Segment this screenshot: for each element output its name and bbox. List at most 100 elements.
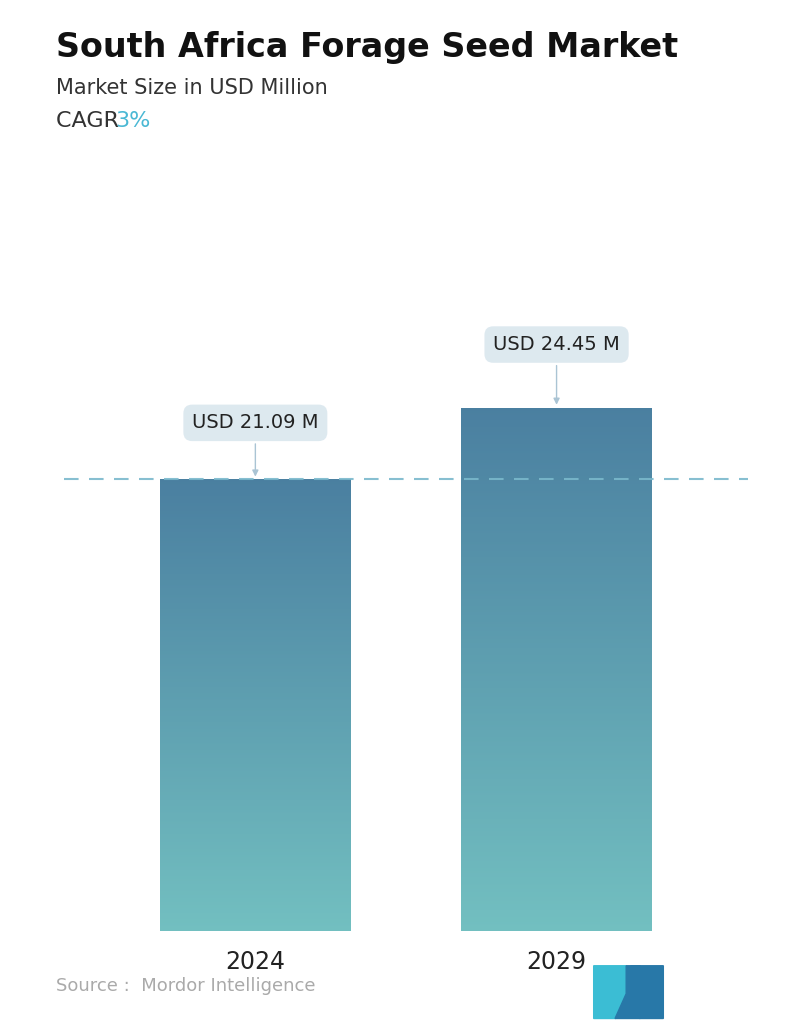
- Bar: [461, 496, 653, 498]
- Bar: [461, 535, 653, 537]
- Bar: [159, 924, 351, 926]
- Bar: [159, 838, 351, 839]
- Bar: [461, 842, 653, 844]
- Bar: [461, 898, 653, 900]
- Bar: [461, 768, 653, 770]
- Bar: [461, 544, 653, 545]
- Bar: [159, 493, 351, 494]
- Bar: [159, 815, 351, 816]
- Bar: [159, 899, 351, 901]
- Bar: [159, 905, 351, 907]
- Bar: [461, 694, 653, 695]
- Bar: [461, 582, 653, 583]
- Bar: [159, 901, 351, 902]
- Bar: [461, 562, 653, 565]
- Bar: [159, 735, 351, 736]
- Bar: [461, 816, 653, 817]
- Bar: [159, 768, 351, 769]
- Bar: [159, 653, 351, 656]
- Bar: [461, 512, 653, 514]
- Bar: [461, 531, 653, 534]
- Bar: [461, 596, 653, 598]
- Bar: [461, 634, 653, 636]
- Bar: [159, 795, 351, 797]
- Bar: [159, 597, 351, 599]
- Bar: [461, 794, 653, 796]
- Bar: [159, 610, 351, 612]
- Bar: [461, 423, 653, 425]
- Bar: [461, 428, 653, 430]
- Bar: [159, 923, 351, 924]
- Bar: [461, 446, 653, 448]
- Bar: [461, 761, 653, 763]
- Bar: [159, 702, 351, 703]
- Bar: [461, 826, 653, 828]
- Bar: [159, 824, 351, 825]
- Bar: [461, 516, 653, 517]
- Bar: [159, 622, 351, 624]
- Bar: [461, 648, 653, 650]
- Bar: [461, 728, 653, 730]
- Bar: [461, 420, 653, 422]
- Bar: [159, 590, 351, 592]
- Bar: [461, 885, 653, 887]
- Bar: [159, 695, 351, 696]
- Bar: [159, 667, 351, 669]
- Bar: [461, 656, 653, 657]
- Bar: [159, 778, 351, 779]
- Bar: [159, 660, 351, 662]
- Bar: [461, 756, 653, 758]
- Bar: [461, 561, 653, 562]
- Bar: [461, 890, 653, 892]
- Bar: [461, 920, 653, 922]
- Bar: [461, 903, 653, 905]
- Bar: [461, 821, 653, 822]
- Bar: [159, 910, 351, 911]
- Bar: [159, 643, 351, 645]
- Bar: [159, 589, 351, 590]
- Bar: [159, 518, 351, 520]
- Bar: [461, 573, 653, 575]
- Bar: [159, 898, 351, 899]
- Bar: [461, 450, 653, 451]
- Bar: [159, 514, 351, 516]
- Bar: [461, 514, 653, 516]
- Bar: [461, 711, 653, 712]
- Bar: [159, 535, 351, 537]
- Bar: [159, 819, 351, 821]
- Bar: [159, 617, 351, 619]
- Bar: [461, 507, 653, 509]
- Bar: [461, 443, 653, 445]
- Bar: [159, 711, 351, 712]
- Bar: [461, 800, 653, 801]
- Bar: [159, 802, 351, 804]
- Bar: [461, 827, 653, 829]
- Bar: [461, 463, 653, 465]
- Bar: [159, 759, 351, 761]
- Bar: [461, 922, 653, 923]
- Bar: [461, 417, 653, 418]
- Bar: [159, 579, 351, 580]
- Bar: [159, 540, 351, 541]
- Bar: [461, 409, 653, 412]
- Bar: [159, 500, 351, 501]
- Bar: [159, 550, 351, 551]
- Bar: [461, 681, 653, 683]
- Bar: [159, 705, 351, 706]
- Bar: [159, 927, 351, 930]
- Bar: [461, 549, 653, 550]
- Bar: [461, 723, 653, 725]
- Bar: [159, 728, 351, 729]
- Bar: [461, 437, 653, 438]
- Bar: [461, 603, 653, 605]
- Bar: [461, 410, 653, 413]
- Bar: [159, 748, 351, 749]
- Bar: [461, 540, 653, 542]
- Bar: [461, 618, 653, 620]
- Bar: [159, 607, 351, 609]
- Bar: [461, 506, 653, 507]
- Bar: [159, 675, 351, 676]
- Bar: [461, 717, 653, 718]
- Bar: [461, 468, 653, 470]
- Bar: [461, 605, 653, 606]
